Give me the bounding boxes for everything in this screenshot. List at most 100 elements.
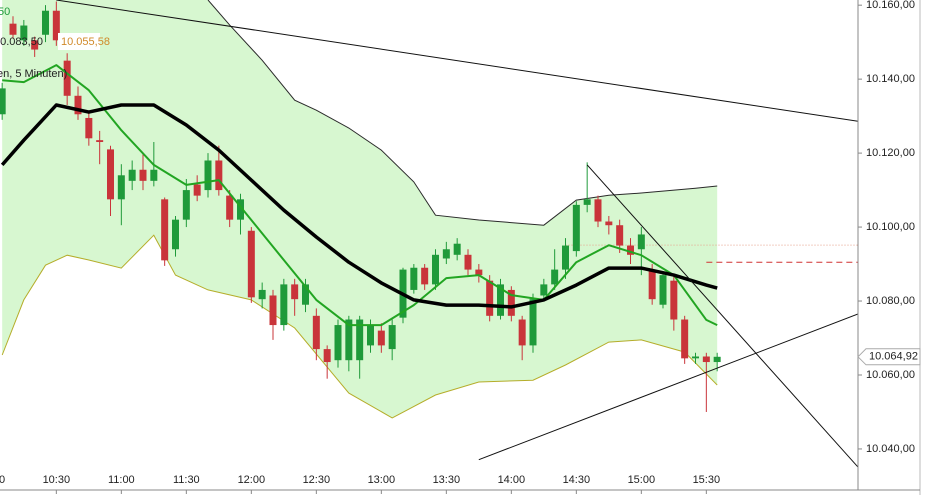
candle-body xyxy=(410,267,418,290)
candle-body xyxy=(345,319,353,361)
candle-body xyxy=(226,195,234,220)
x-tick-label: 14:00 xyxy=(498,474,526,486)
candle-body xyxy=(572,204,580,252)
candle-body xyxy=(605,221,613,226)
candle-body xyxy=(85,117,93,139)
x-tick-label: 13:30 xyxy=(433,474,461,486)
candle-body xyxy=(117,175,125,200)
plot-area xyxy=(0,0,858,468)
y-tick-label: 10.160,00 xyxy=(866,0,915,11)
legend-price-a: 10.083,50 xyxy=(0,36,43,48)
overlay-line xyxy=(586,164,858,468)
candle-body xyxy=(648,269,656,300)
candle-body xyxy=(692,356,699,359)
candle-body xyxy=(215,160,223,191)
overlay-line xyxy=(0,103,718,309)
candle-body xyxy=(507,289,515,316)
x-tick-label: 14:30 xyxy=(563,474,591,486)
candle-body xyxy=(204,160,212,191)
candle-body xyxy=(269,295,277,326)
candle-body xyxy=(377,330,385,346)
overlay-line xyxy=(56,0,858,122)
candle-body xyxy=(107,149,114,200)
candle-body xyxy=(713,356,721,363)
legend-box xyxy=(58,33,100,50)
candle-body xyxy=(312,315,320,350)
candle-body xyxy=(96,140,104,143)
y-tick-label: 10.120,00 xyxy=(866,147,915,159)
candle-body xyxy=(388,325,396,350)
last-price-box xyxy=(857,348,921,366)
candle-body xyxy=(323,349,331,363)
y-tick-label: 10.100,00 xyxy=(866,221,915,233)
x-tick-label: 10:00 xyxy=(0,474,5,486)
legend-price-b: 10.055,58 xyxy=(61,36,110,48)
y-tick-label: 10.080,00 xyxy=(866,295,915,307)
candle-body xyxy=(139,169,147,181)
x-tick-label: 15:00 xyxy=(628,474,656,486)
candle-body xyxy=(670,280,678,320)
x-tick-label: 12:30 xyxy=(303,474,331,486)
candle-body xyxy=(52,10,60,41)
candle-body xyxy=(518,319,526,346)
x-tick-label: 15:30 xyxy=(693,474,721,486)
candle-body xyxy=(42,10,49,35)
x-tick-label: 12:00 xyxy=(238,474,266,486)
candle-body xyxy=(637,234,645,250)
candle-body xyxy=(182,190,190,220)
candle-body xyxy=(161,199,169,261)
candle-body xyxy=(237,199,244,220)
candle-body xyxy=(172,219,179,250)
candle-body xyxy=(302,284,309,305)
band-upper xyxy=(207,0,718,226)
candle-body xyxy=(442,249,450,259)
candle-body xyxy=(432,254,439,285)
candle-body xyxy=(0,88,6,115)
last-price-label: 10.064,92 xyxy=(869,351,918,363)
candle-body xyxy=(193,184,201,196)
candle-body xyxy=(486,280,494,316)
candle-body xyxy=(464,254,472,270)
candle-body xyxy=(31,40,39,50)
y-tick-label: 10.040,00 xyxy=(866,443,915,455)
x-tick-label: 13:00 xyxy=(368,474,396,486)
candle-body xyxy=(150,169,158,181)
x-tick-label: 11:30 xyxy=(173,474,200,486)
legend-top: 50 xyxy=(0,6,10,18)
candle-body xyxy=(616,225,624,246)
candle-body xyxy=(367,325,374,346)
candle-body xyxy=(540,284,548,296)
candle-body xyxy=(551,269,559,285)
candle-body xyxy=(356,319,364,361)
candle-body xyxy=(497,284,504,316)
candle-body xyxy=(421,267,429,285)
candle-body xyxy=(63,60,71,96)
candle-body xyxy=(594,199,602,222)
candle-body xyxy=(258,289,266,300)
y-tick-label: 10.140,00 xyxy=(866,73,915,85)
legend-caption: en, 5 Minuten) xyxy=(0,68,67,80)
band-fill xyxy=(2,0,718,418)
candle-body xyxy=(583,199,591,205)
overlay-line xyxy=(2,64,718,327)
candle-body xyxy=(20,25,28,41)
x-tick-label: 10:30 xyxy=(43,474,71,486)
candle-body xyxy=(334,325,342,361)
candle-body xyxy=(627,245,634,255)
candle-body xyxy=(529,299,537,346)
candle-body xyxy=(659,275,667,305)
candle-body xyxy=(562,245,569,270)
candle-body xyxy=(128,169,136,181)
candle-body xyxy=(247,230,255,298)
candle-body xyxy=(291,284,299,300)
candle-body xyxy=(280,284,288,326)
overlay-line xyxy=(478,313,858,461)
x-tick-label: 11:00 xyxy=(108,474,135,486)
band-lower xyxy=(1,234,718,419)
candle-body xyxy=(9,23,17,35)
candle-body xyxy=(702,356,710,363)
y-tick-label: 10.060,00 xyxy=(866,369,915,381)
candle-body xyxy=(74,95,82,115)
candle-body xyxy=(475,269,483,276)
